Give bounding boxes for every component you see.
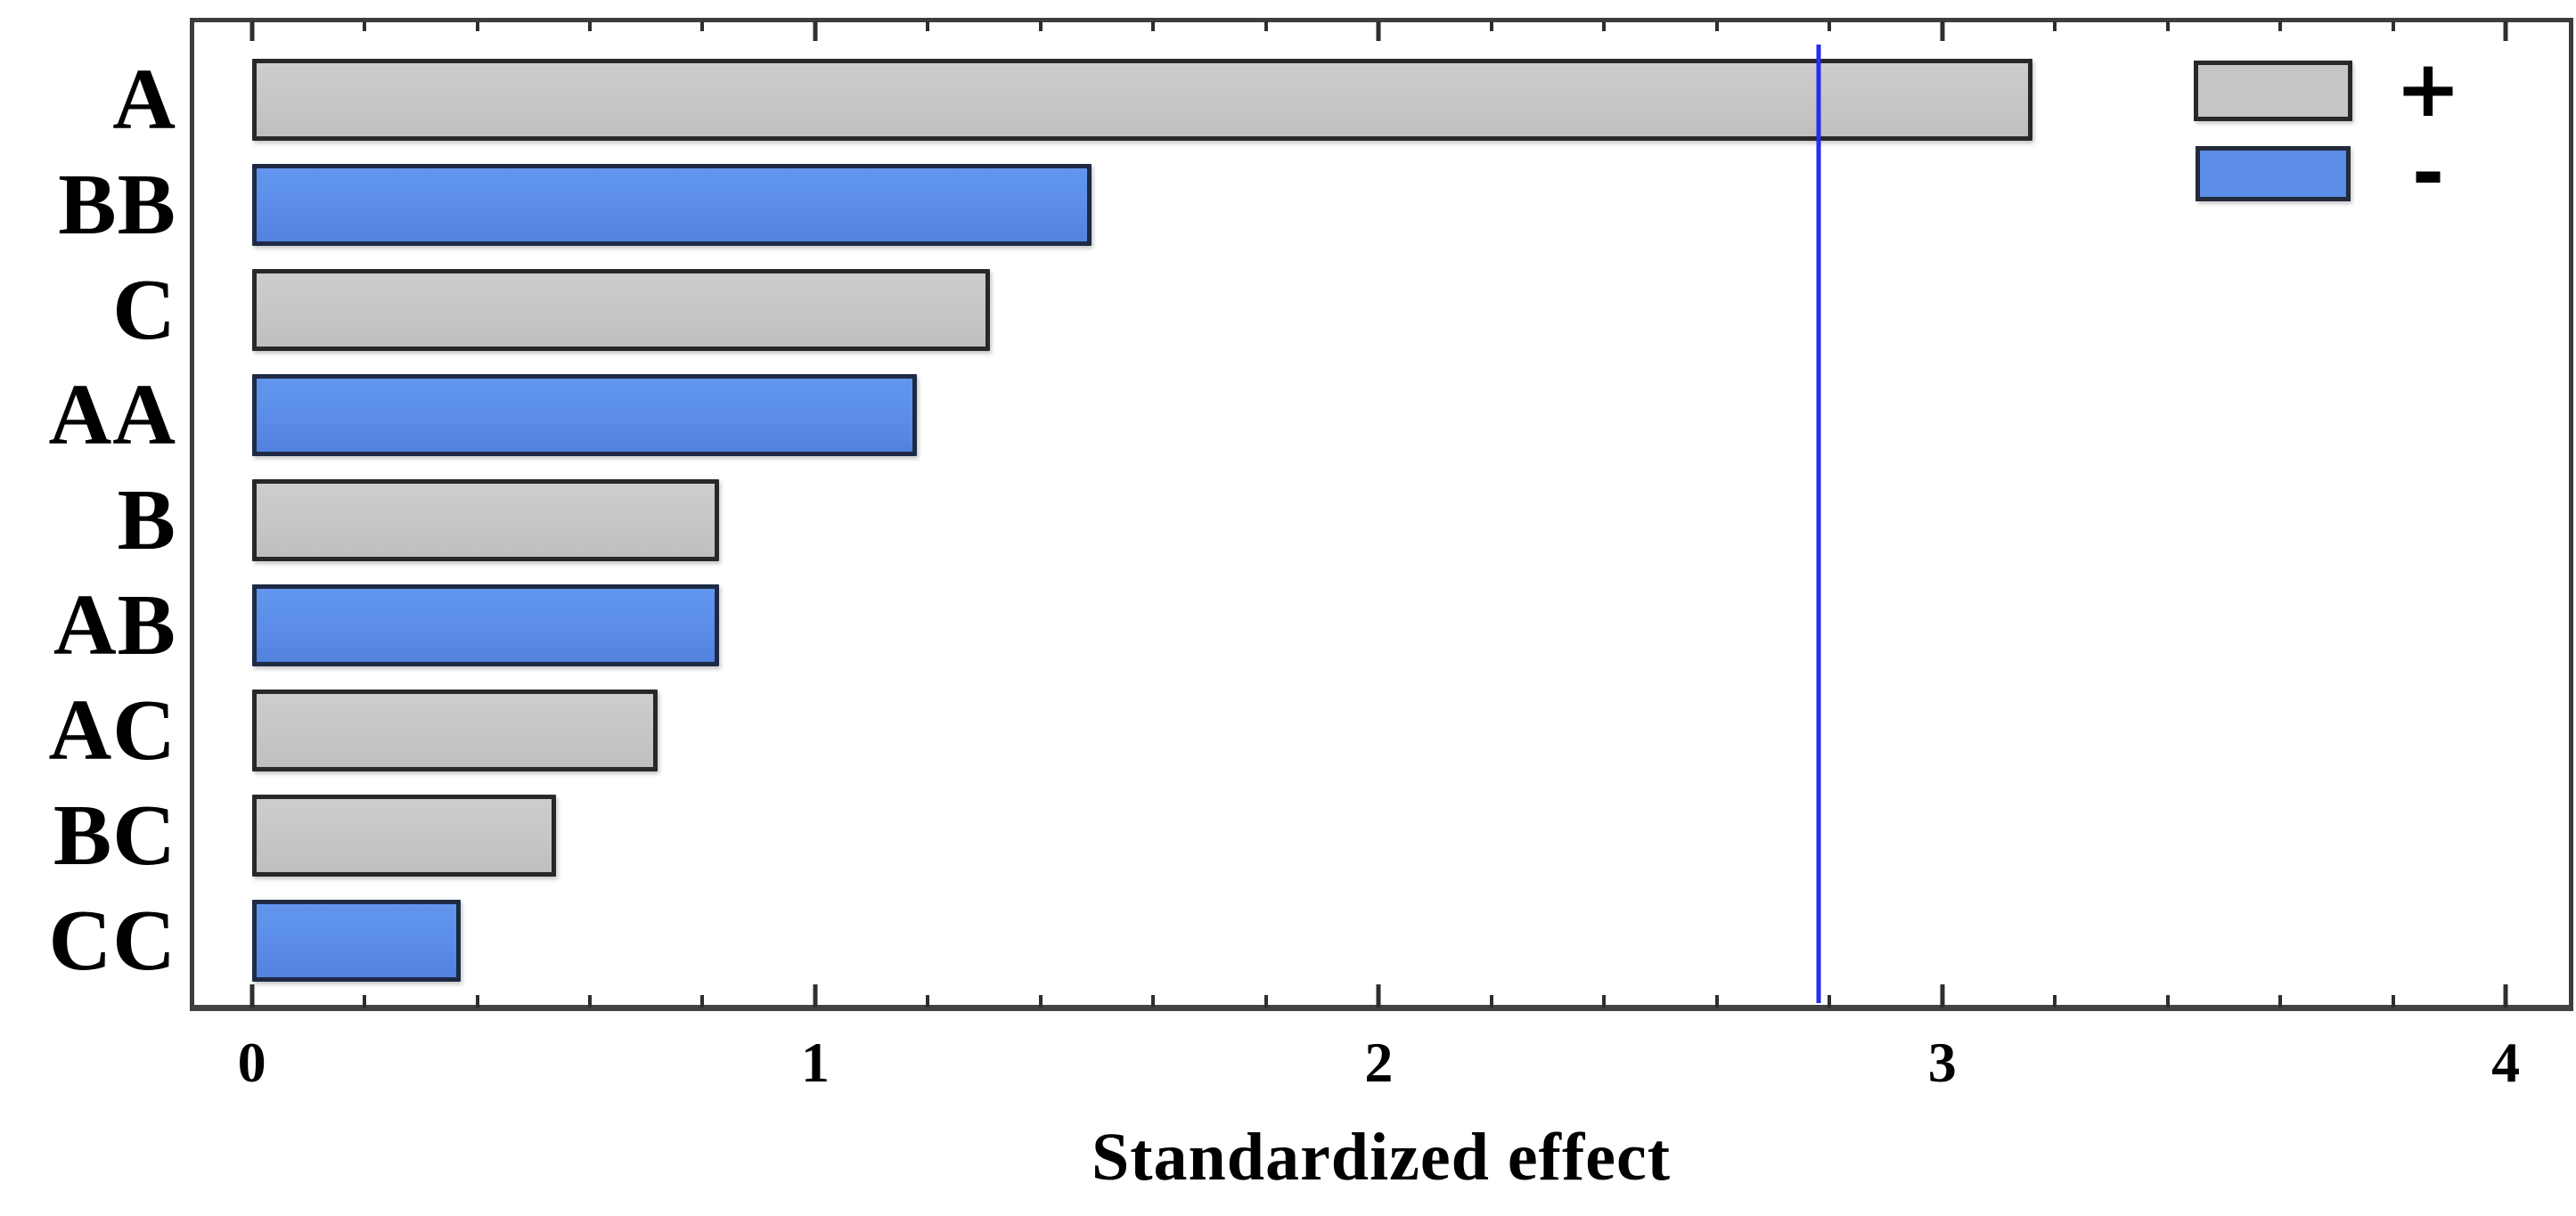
x-axis-tick	[1376, 984, 1381, 1008]
x-axis-top-tick	[1376, 21, 1381, 41]
x-axis-top-tick	[1940, 21, 1945, 41]
x-axis-top-tick	[2503, 21, 2508, 41]
x-axis-tick-label: 2	[1364, 1031, 1394, 1094]
legend-negative-label: -	[2411, 126, 2445, 218]
legend-positive-label: +	[2395, 43, 2461, 135]
y-axis-label-AB: AB	[53, 577, 176, 673]
x-axis-tick	[813, 984, 818, 1008]
x-axis-top-tick	[926, 21, 930, 31]
y-axis-label-C: C	[112, 262, 176, 358]
x-axis-tick	[1263, 995, 1268, 1008]
x-axis-title: Standardized effect	[1091, 1120, 1672, 1195]
bar-BC	[251, 795, 557, 877]
x-axis-tick	[926, 995, 930, 1008]
x-axis-tick	[1489, 995, 1493, 1008]
bar-B	[251, 479, 720, 561]
y-axis-label-BC: BC	[53, 788, 176, 884]
y-axis-label-AC: AC	[48, 682, 176, 779]
y-axis-label-B: B	[117, 472, 176, 568]
x-axis-top-tick	[2278, 21, 2283, 31]
bar-A	[251, 59, 2032, 141]
x-axis-tick	[2165, 995, 2170, 1008]
x-axis-tick-label: 3	[1927, 1031, 1957, 1094]
legend-positive-swatch	[2194, 61, 2352, 121]
x-axis-top-tick	[1828, 21, 1832, 31]
x-axis-tick	[1714, 995, 1719, 1008]
x-axis-tick-label: 4	[2491, 1031, 2521, 1094]
x-axis-top-tick	[475, 21, 479, 31]
x-axis-top-tick	[249, 21, 255, 41]
bar-AA	[251, 374, 917, 456]
x-axis-top-tick	[363, 21, 367, 31]
x-axis-top-tick	[587, 21, 592, 31]
x-axis-top-tick	[1602, 21, 1607, 31]
x-axis-top-tick	[1489, 21, 1493, 31]
y-axis-label-AA: AA	[48, 367, 176, 463]
x-axis-tick	[475, 995, 479, 1008]
x-axis-top-tick	[1151, 21, 1156, 31]
y-axis-label-BB: BB	[58, 157, 176, 253]
x-axis-tick-label: 1	[800, 1031, 830, 1094]
y-axis-label-CC: CC	[48, 893, 176, 989]
x-axis-tick	[1940, 984, 1945, 1008]
x-axis-tick	[2278, 995, 2283, 1008]
x-axis-top-tick	[1038, 21, 1043, 31]
bar-BB	[251, 164, 1092, 246]
bar-AC	[251, 690, 658, 771]
x-axis-tick	[2391, 995, 2395, 1008]
x-axis-tick	[700, 995, 705, 1008]
x-axis-tick-label: 0	[237, 1031, 266, 1094]
x-axis-top-tick	[1714, 21, 1719, 31]
x-axis-top-tick	[700, 21, 705, 31]
legend-negative-swatch	[2196, 146, 2351, 201]
x-axis-top-tick	[813, 21, 818, 41]
reference-line	[1816, 45, 1821, 1003]
x-axis-top-tick	[2053, 21, 2057, 31]
x-axis-tick	[1038, 995, 1043, 1008]
bar-AB	[251, 584, 720, 666]
x-axis-tick	[1828, 995, 1832, 1008]
x-axis-tick	[249, 984, 255, 1008]
bar-C	[251, 269, 990, 351]
x-axis-tick	[2503, 984, 2508, 1008]
x-axis-top-tick	[1263, 21, 1268, 31]
x-axis-tick	[363, 995, 367, 1008]
x-axis-top-tick	[2165, 21, 2170, 31]
x-axis-tick	[1602, 995, 1607, 1008]
x-axis-tick	[1151, 995, 1156, 1008]
x-axis-tick	[2053, 995, 2057, 1008]
x-axis-top-tick	[2391, 21, 2395, 31]
bar-CC	[251, 900, 461, 982]
x-axis-tick	[587, 995, 592, 1008]
y-axis-label-A: A	[112, 52, 176, 148]
